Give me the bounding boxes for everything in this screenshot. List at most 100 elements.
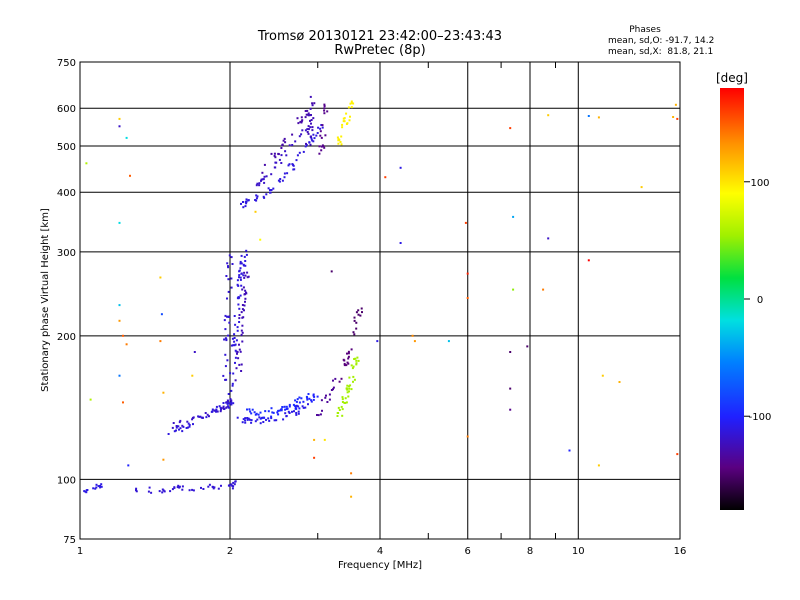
data-point — [231, 263, 234, 265]
data-point — [326, 401, 329, 403]
data-point — [229, 372, 232, 375]
data-point — [291, 410, 293, 413]
data-point — [295, 413, 298, 416]
data-point — [228, 321, 231, 324]
data-point — [181, 424, 184, 427]
data-point — [242, 286, 245, 289]
data-point — [339, 141, 342, 143]
data-point — [512, 215, 515, 218]
data-point — [344, 402, 347, 404]
data-point — [547, 237, 550, 240]
data-point — [210, 410, 213, 413]
data-point — [171, 426, 174, 429]
data-point — [260, 178, 263, 181]
data-point — [236, 329, 239, 332]
data-point — [294, 406, 297, 409]
colorbar-tick-label: 100 — [750, 178, 769, 189]
data-point — [316, 132, 319, 134]
data-point — [256, 418, 259, 421]
data-point — [304, 116, 307, 119]
data-point — [235, 367, 238, 370]
data-point — [253, 411, 256, 414]
data-point — [245, 249, 248, 252]
data-point — [245, 200, 248, 203]
data-point — [240, 329, 243, 332]
data-point — [399, 242, 402, 244]
data-point — [295, 404, 298, 407]
data-point — [336, 136, 339, 139]
data-point — [233, 315, 236, 317]
x-tick-label: 8 — [527, 546, 533, 557]
data-point — [118, 221, 121, 224]
data-point — [278, 158, 281, 161]
data-point — [259, 417, 262, 420]
data-point — [352, 375, 355, 378]
y-tick-label: 300 — [57, 248, 76, 259]
data-point — [239, 276, 242, 279]
data-point — [238, 317, 241, 320]
data-point — [238, 348, 241, 351]
data-point — [258, 416, 261, 419]
data-point — [178, 485, 181, 488]
data-point — [312, 394, 315, 397]
data-point — [350, 106, 353, 109]
data-point — [302, 406, 305, 409]
data-point — [542, 288, 545, 291]
data-point — [356, 356, 359, 359]
data-point — [352, 380, 354, 383]
data-point — [160, 313, 163, 316]
data-point — [220, 407, 223, 410]
data-point — [95, 483, 98, 486]
data-point — [547, 114, 550, 117]
data-point — [215, 408, 218, 411]
data-point — [238, 276, 240, 279]
data-point — [360, 307, 363, 310]
data-point — [228, 316, 231, 318]
data-point — [214, 409, 217, 412]
data-point — [178, 421, 181, 424]
data-point — [270, 407, 273, 410]
data-point — [399, 166, 402, 169]
data-point — [241, 308, 244, 311]
data-point — [319, 127, 322, 130]
data-point — [334, 377, 337, 380]
y-tick-label: 400 — [57, 188, 76, 199]
data-points — [83, 95, 679, 498]
data-point — [309, 143, 312, 146]
data-point — [249, 410, 252, 413]
data-point — [355, 363, 358, 366]
data-point — [306, 398, 309, 401]
data-point — [323, 105, 326, 107]
data-point — [150, 491, 153, 494]
data-point — [171, 488, 174, 491]
data-point — [306, 396, 309, 399]
data-point — [298, 407, 301, 410]
data-point — [231, 487, 234, 490]
data-point — [332, 379, 334, 382]
y-axis-label: Stationary phase Virtual Height [km] — [40, 208, 51, 392]
data-point — [313, 137, 316, 140]
data-point — [296, 154, 299, 157]
data-point — [281, 406, 284, 408]
axis-ticks: 1 2 4 6 8 10 16 75 100 200 300 400 500 600 750 — [57, 58, 686, 557]
data-point — [336, 415, 339, 417]
data-point — [243, 293, 246, 296]
data-point — [345, 112, 348, 115]
data-point — [236, 352, 238, 355]
data-point — [304, 110, 307, 112]
data-point — [228, 254, 231, 257]
data-point — [676, 453, 679, 456]
data-point — [179, 419, 182, 422]
data-point — [237, 296, 240, 299]
data-point — [297, 405, 300, 408]
data-point — [246, 408, 248, 411]
data-point — [244, 421, 247, 424]
data-point — [234, 356, 237, 359]
data-point — [286, 172, 289, 175]
data-point — [346, 388, 349, 391]
data-point — [357, 359, 360, 362]
data-point — [122, 334, 124, 337]
data-point — [309, 119, 311, 122]
data-point — [243, 304, 246, 307]
data-point — [308, 114, 311, 117]
